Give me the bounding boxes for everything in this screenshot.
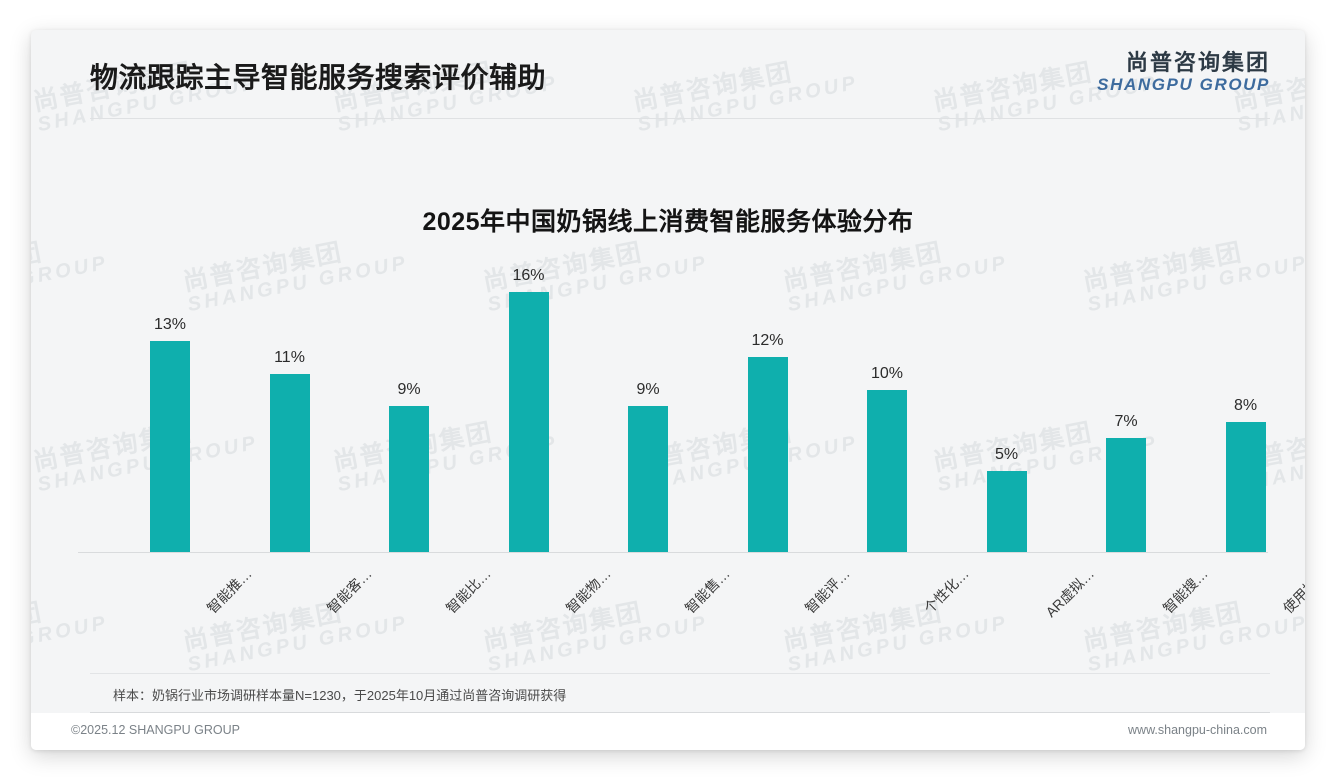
- x-axis-label: 智能客…: [323, 565, 375, 617]
- bar-chart-plot-area: 13% 11% 9% 16% 9% 12% 10% 5% 7% 8%: [78, 260, 1268, 552]
- bar-value-label: 12%: [751, 332, 784, 350]
- x-axis-label: AR虚拟…: [1041, 565, 1097, 621]
- sample-footnote: 样本：奶锅行业市场调研样本量N=1230，于2025年10月通过尚普咨询调研获得: [113, 688, 567, 703]
- x-axis-label: 智能物…: [562, 565, 614, 617]
- bar-value-label: 9%: [397, 381, 421, 398]
- x-axis-label: 智能售…: [681, 565, 733, 617]
- x-axis-label: 智能搜…: [1159, 565, 1211, 617]
- x-axis-label: 使用技…: [1279, 565, 1305, 617]
- bar-value-label: 9%: [636, 381, 660, 398]
- x-axis-label: 智能推…: [203, 565, 255, 617]
- bar-value-label: 16%: [512, 267, 545, 285]
- brand-name-en: SHANGPU GROUP: [1097, 75, 1270, 95]
- brand-name-cn: 尚普咨询集团: [1125, 50, 1270, 75]
- brand-logo: 尚普咨询集团 SHANGPU GROUP: [1097, 50, 1270, 96]
- bar-value-label: 7%: [1114, 413, 1138, 431]
- bar[interactable]: [986, 470, 1027, 552]
- bar-value-label: 11%: [274, 348, 305, 366]
- bar[interactable]: [1106, 438, 1146, 552]
- bar[interactable]: [867, 389, 907, 552]
- bar-group[interactable]: 16%: [508, 260, 549, 552]
- bar[interactable]: [1225, 422, 1266, 552]
- bar-group[interactable]: 7%: [1106, 260, 1146, 552]
- bar-group[interactable]: 12%: [747, 260, 788, 552]
- footer-divider: [90, 712, 1270, 713]
- bar-value-label: 5%: [994, 445, 1019, 463]
- bar-group[interactable]: 5%: [986, 260, 1027, 552]
- header-divider: [90, 118, 1270, 119]
- bar[interactable]: [747, 357, 788, 552]
- bar-group[interactable]: 11%: [269, 260, 310, 552]
- footer-copyright: ©2025.12 SHANGPU GROUP: [71, 723, 240, 737]
- x-axis-labels: 智能推… 智能客… 智能比… 智能物… 智能售… 智能评… 个性化… AR虚拟… 智能搜… 使用技…: [78, 554, 1305, 654]
- bar[interactable]: [508, 292, 549, 552]
- bar-value-label: 10%: [870, 364, 904, 382]
- footer-website: www.shangpu-china.com: [1128, 723, 1267, 737]
- bar[interactable]: [269, 373, 310, 552]
- x-axis-line: [78, 552, 1268, 553]
- bar-group[interactable]: 13%: [150, 260, 190, 552]
- slide-footer: ©2025.12 SHANGPU GROUP www.shangpu-china…: [31, 713, 1305, 750]
- bar[interactable]: [150, 341, 190, 552]
- x-axis-label: 个性化…: [920, 565, 972, 617]
- bar[interactable]: [628, 406, 668, 552]
- bar-group[interactable]: 9%: [628, 260, 668, 552]
- bar-group[interactable]: 8%: [1225, 260, 1266, 552]
- bar-value-label: 13%: [153, 316, 187, 334]
- slide-card: 尚普咨询集团 SHANGPU GROUP 尚普咨询集团 SHANGPU GROUP 尚普…: [31, 30, 1305, 750]
- footnote-divider: [90, 673, 1270, 674]
- bar-value-label: 8%: [1233, 397, 1258, 415]
- bar-group[interactable]: 10%: [867, 260, 907, 552]
- page-title: 物流跟踪主导智能服务搜索评价辅助: [90, 62, 547, 93]
- x-axis-label: 智能比…: [442, 565, 494, 617]
- chart-title: 2025年中国奶锅线上消费智能服务体验分布: [422, 208, 914, 236]
- x-axis-label: 智能评…: [801, 565, 853, 617]
- bar[interactable]: [389, 406, 429, 552]
- slide-header: 物流跟踪主导智能服务搜索评价辅助 尚普咨询集团 SHANGPU GROUP: [31, 30, 1305, 118]
- bar-group[interactable]: 9%: [389, 260, 429, 552]
